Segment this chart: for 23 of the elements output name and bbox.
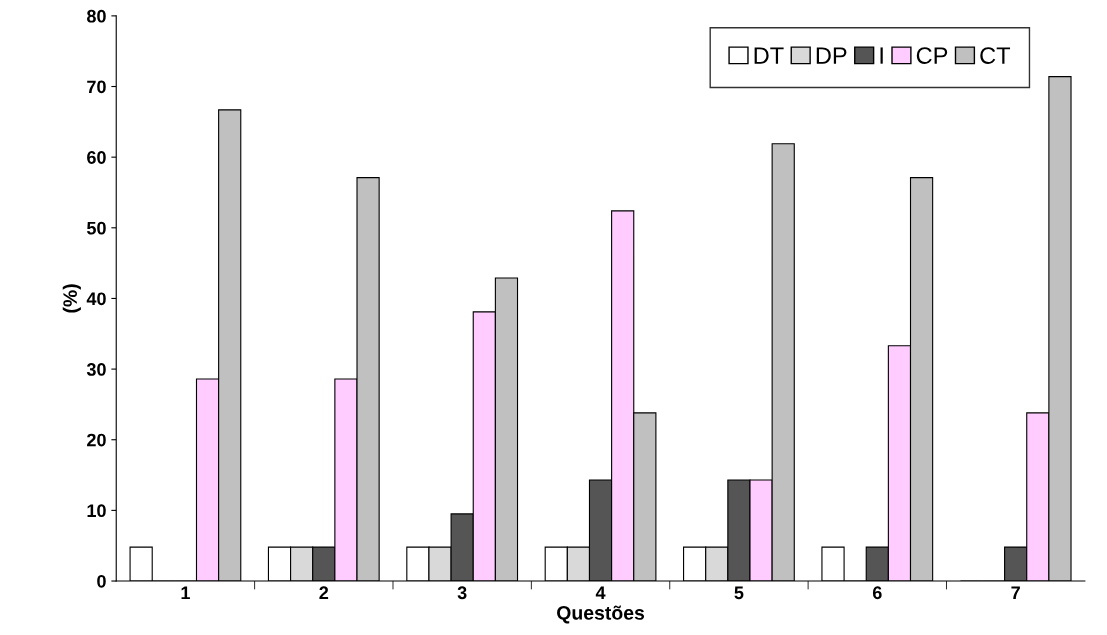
- x-tick-label: 4: [595, 586, 606, 599]
- legend-label: CP: [916, 47, 948, 64]
- legend-label: DT: [754, 47, 784, 64]
- legend-label: CT: [980, 47, 1011, 64]
- y-tick-label: 10: [87, 504, 106, 518]
- legend-label: I: [880, 47, 883, 64]
- y-tick-label: 50: [86, 221, 106, 235]
- y-tick-label: 0: [97, 574, 106, 588]
- x-tick-label: 1: [181, 586, 190, 599]
- y-tick-label: 70: [87, 80, 106, 94]
- y-axis-title: (%): [62, 284, 81, 313]
- x-tick-label: 3: [457, 586, 467, 600]
- legend-label: DP: [816, 47, 847, 64]
- x-tick-label: 6: [872, 586, 882, 600]
- y-tick-label: 40: [86, 292, 106, 306]
- y-tick-label: 60: [87, 151, 106, 164]
- x-axis-title: Questões: [557, 605, 645, 624]
- y-tick-label: 30: [86, 363, 106, 376]
- y-tick-label: 20: [87, 433, 106, 447]
- y-tick-label: 80: [87, 9, 106, 23]
- x-tick-label: 5: [734, 586, 744, 600]
- x-tick-label: 7: [1011, 586, 1020, 599]
- x-tick-label: 2: [319, 586, 329, 599]
